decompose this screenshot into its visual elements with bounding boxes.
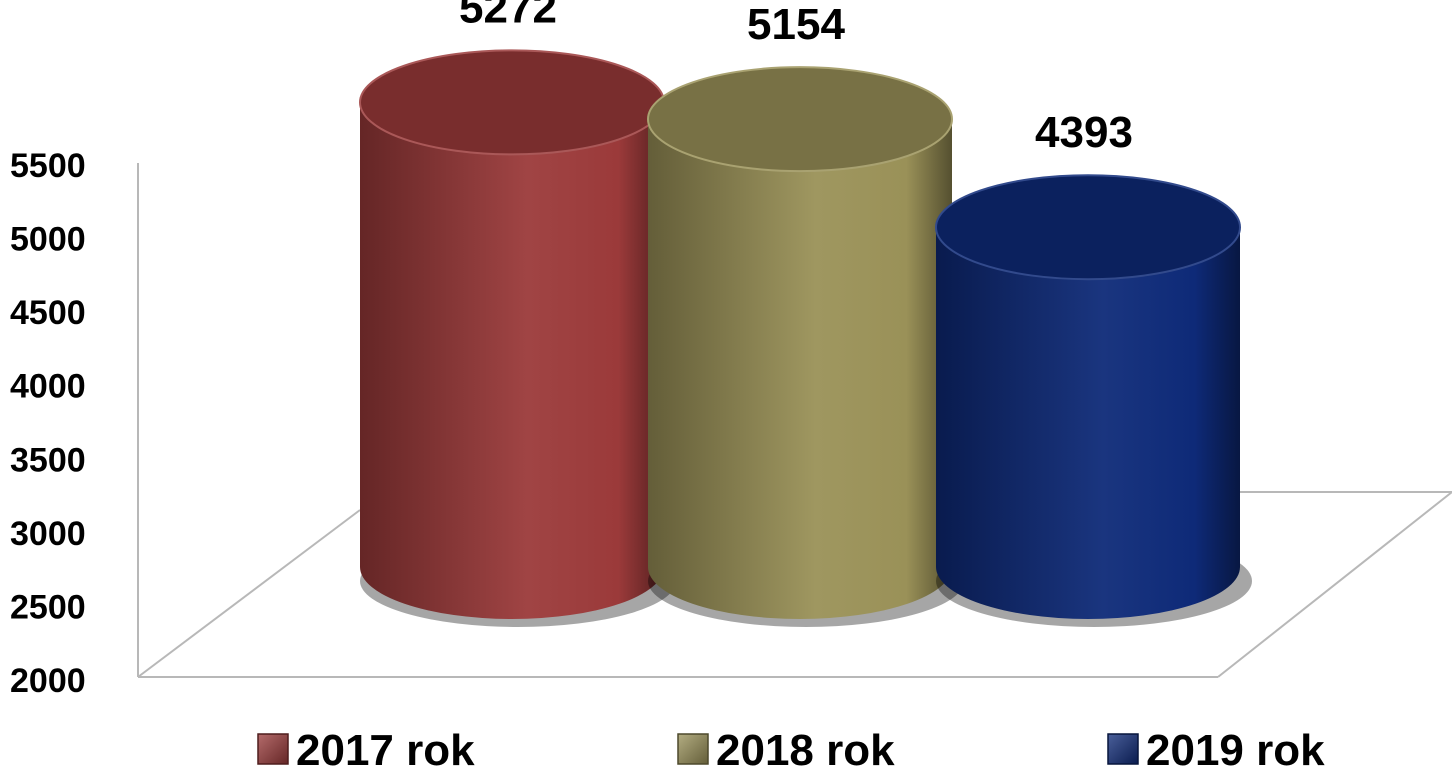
y-tick-label: 4000 — [10, 368, 86, 406]
data-label: 5154 — [747, 0, 845, 49]
bar-1 — [359, 49, 676, 627]
bar-body — [648, 119, 952, 619]
data-labels: 5272 5154 4393 — [459, 0, 1133, 157]
bar-body — [360, 102, 664, 620]
legend-item: 2019 rok — [1107, 726, 1325, 771]
y-tick-label: 3000 — [10, 515, 86, 553]
legend-swatch — [1107, 733, 1139, 765]
y-tick-label: 3500 — [10, 441, 86, 479]
data-label: 5272 — [459, 0, 557, 32]
legend-item: 2018 rok — [677, 726, 895, 771]
bar-top — [935, 174, 1241, 281]
floor-right-edge — [1217, 491, 1452, 678]
legend-label: 2017 rok — [296, 726, 475, 771]
bar-3 — [935, 174, 1252, 627]
legend-swatch — [677, 733, 709, 765]
data-label: 4393 — [1035, 108, 1133, 157]
y-axis-ticks: 2000 2500 3000 3500 4000 4500 5000 5500 — [10, 147, 86, 700]
y-tick-label: 4500 — [10, 294, 86, 332]
legend-swatch — [257, 733, 289, 765]
bar-body — [936, 227, 1240, 619]
y-tick-label: 2500 — [10, 588, 86, 626]
bar-2 — [647, 66, 964, 627]
floor-left-edge — [137, 509, 361, 678]
legend-label: 2018 rok — [716, 726, 895, 771]
y-tick-label: 2000 — [10, 662, 86, 700]
legend-label: 2019 rok — [1146, 726, 1325, 771]
bar-top — [359, 49, 665, 156]
legend: 2017 rok 2018 rok 2019 rok — [257, 726, 1325, 771]
bars — [359, 49, 1252, 627]
y-tick-label: 5000 — [10, 221, 86, 259]
bar-top — [647, 66, 953, 173]
y-tick-label: 5500 — [10, 147, 86, 185]
legend-item: 2017 rok — [257, 726, 475, 771]
